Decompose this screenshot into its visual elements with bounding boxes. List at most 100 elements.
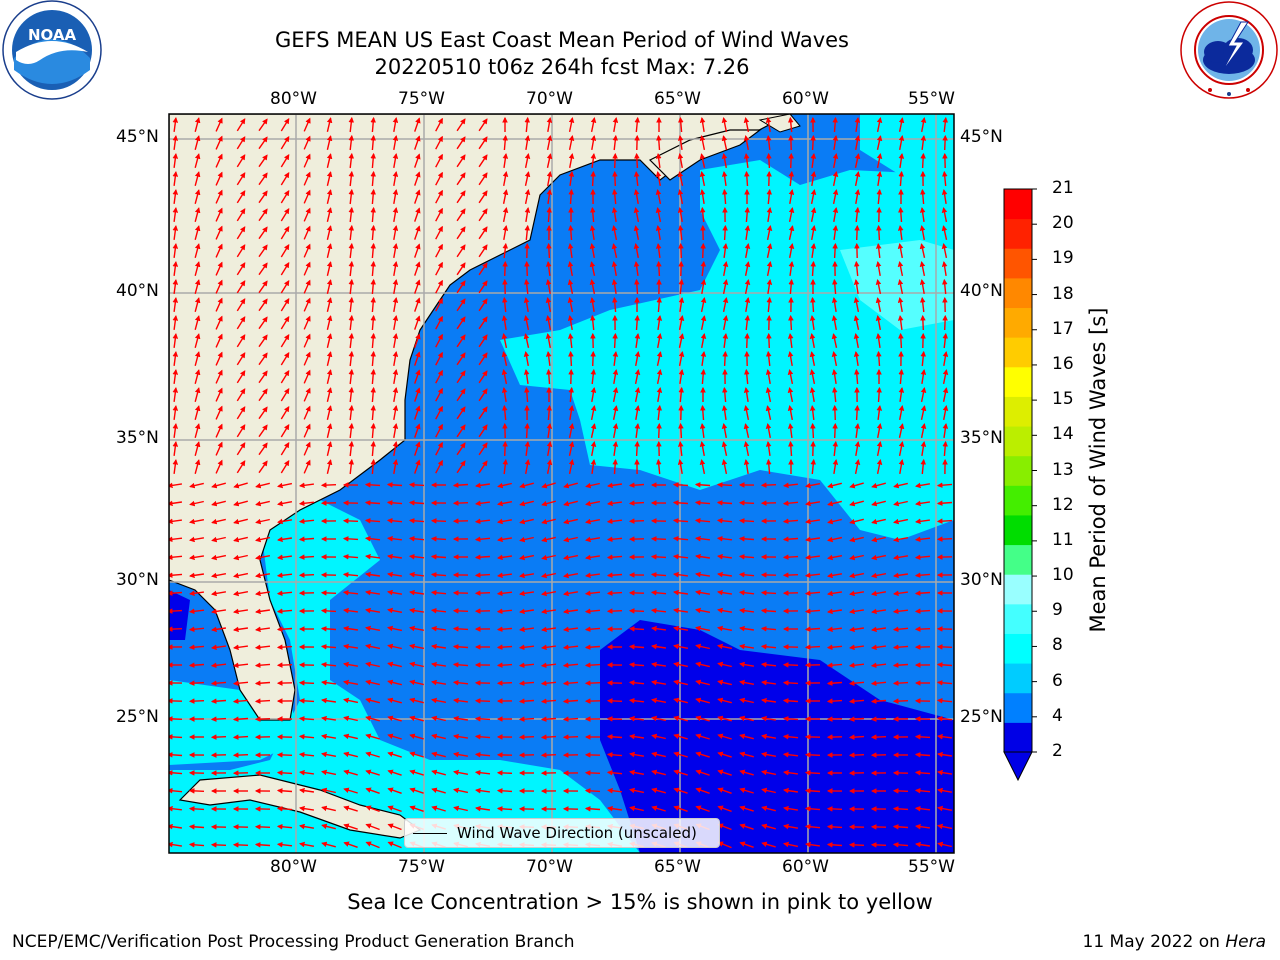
wind-wave-vector: [502, 189, 509, 204]
wind-wave-vector: [194, 333, 201, 348]
wind-wave-vector: [568, 224, 574, 241]
wind-wave-vector: [194, 369, 201, 384]
wind-wave-vector: [655, 170, 662, 187]
wind-wave-vector: [656, 404, 663, 421]
wind-wave-vector: [280, 136, 290, 150]
wind-wave-vector: [655, 458, 662, 475]
wind-wave-vector: [348, 242, 355, 259]
ocean-period-4-6-ne-top: [860, 114, 954, 180]
wind-wave-vector: [585, 482, 600, 489]
wind-wave-vector: [611, 278, 618, 295]
wind-wave-vector: [392, 386, 399, 403]
wind-wave-vector: [871, 518, 886, 525]
wind-wave-vector: [258, 460, 268, 474]
colorbar-segment: [1004, 544, 1032, 575]
wind-wave-vector: [236, 190, 246, 204]
wind-wave-vector: [215, 423, 223, 438]
wind-wave-vector: [478, 118, 488, 132]
wind-wave-vector: [215, 171, 223, 186]
footer-machine: Hera: [1225, 932, 1266, 952]
wind-wave-vector: [722, 242, 729, 258]
wind-wave-vector: [456, 316, 466, 330]
wind-wave-vector: [606, 500, 622, 507]
wind-wave-vector: [942, 116, 949, 133]
colorbar-segment: [1004, 366, 1032, 397]
colorbar-extend-triangle: [1003, 751, 1033, 782]
wind-wave-vector: [236, 118, 246, 132]
wind-wave-vector: [456, 154, 466, 168]
wind-wave-vector: [722, 314, 729, 331]
wind-wave-vector: [876, 386, 882, 403]
wind-wave-vector: [280, 262, 290, 276]
wind-wave-vector: [370, 116, 377, 133]
wind-wave-vector: [172, 116, 179, 132]
wind-wave-vector: [672, 482, 689, 488]
wind-wave-vector: [392, 314, 399, 331]
wind-wave-vector: [169, 482, 183, 489]
wind-wave-vector: [215, 261, 223, 276]
wind-wave-vector: [788, 225, 795, 240]
wind-wave-vector: [523, 350, 530, 367]
wind-wave-vector: [348, 170, 355, 187]
wind-wave-vector: [721, 459, 728, 475]
wind-wave-vector: [765, 387, 772, 403]
wind-wave-vector: [677, 440, 684, 456]
wind-wave-vector: [326, 441, 333, 456]
wind-wave-vector: [628, 518, 645, 524]
wind-wave-vector: [524, 189, 531, 205]
wind-wave-vector: [700, 368, 707, 385]
wind-wave-vector: [456, 388, 466, 402]
wind-wave-vector: [215, 297, 223, 312]
wind-wave-vector: [744, 224, 751, 241]
wind-wave-vector: [478, 370, 488, 384]
wind-wave-vector: [215, 135, 223, 150]
wind-wave-vector: [326, 189, 333, 204]
wind-wave-vector: [501, 351, 508, 366]
wind-wave-vector: [875, 260, 882, 277]
wind-wave-vector: [678, 351, 685, 367]
wind-wave-vector: [897, 296, 904, 313]
wind-wave-vector: [370, 134, 377, 151]
wind-wave-vector: [810, 189, 817, 205]
wind-wave-vector: [563, 518, 578, 525]
wind-wave-vector: [258, 172, 268, 186]
wind-wave-vector: [215, 405, 223, 420]
wind-wave-vector: [827, 500, 842, 507]
wind-wave-vector: [303, 405, 311, 420]
wind-wave-vector: [546, 116, 553, 133]
wind-wave-vector: [326, 243, 333, 258]
wind-wave-vector: [215, 441, 223, 456]
wind-wave-vector: [656, 314, 663, 331]
wind-wave-vector: [634, 440, 640, 457]
wind-wave-vector: [744, 242, 751, 259]
footer-date: 11 May 2022 on Hera: [1083, 932, 1267, 952]
wind-wave-vector: [456, 370, 466, 384]
wind-wave-vector: [392, 350, 399, 367]
wind-wave-vector: [568, 188, 574, 205]
wind-wave-vector: [590, 440, 597, 457]
wind-wave-vector: [456, 136, 466, 150]
wind-wave-vector: [303, 315, 311, 330]
colorbar-segment: [1004, 396, 1032, 427]
wind-wave-vector: [414, 225, 421, 240]
wind-wave-vector: [606, 518, 623, 525]
wind-wave-vector: [233, 554, 248, 561]
wind-wave-vector: [172, 170, 179, 186]
wind-wave-vector: [804, 482, 821, 489]
wind-wave-vector: [194, 459, 201, 474]
wind-wave-vector: [849, 500, 864, 507]
wind-wave-vector: [634, 314, 640, 331]
wind-wave-vector: [342, 518, 359, 524]
colorbar-tick-label: 4: [1052, 705, 1063, 726]
wind-wave-vector: [478, 298, 488, 312]
wind-wave-vector: [348, 368, 355, 385]
wind-wave-vector: [478, 208, 488, 222]
wind-wave-vector: [392, 296, 399, 313]
wind-wave-vector: [258, 352, 268, 366]
wind-wave-vector: [276, 536, 293, 543]
wind-wave-vector: [456, 334, 466, 348]
wind-wave-vector: [276, 500, 293, 507]
wind-wave-vector: [188, 536, 205, 543]
wind-wave-vector: [236, 208, 246, 222]
wind-wave-vector: [215, 243, 223, 258]
